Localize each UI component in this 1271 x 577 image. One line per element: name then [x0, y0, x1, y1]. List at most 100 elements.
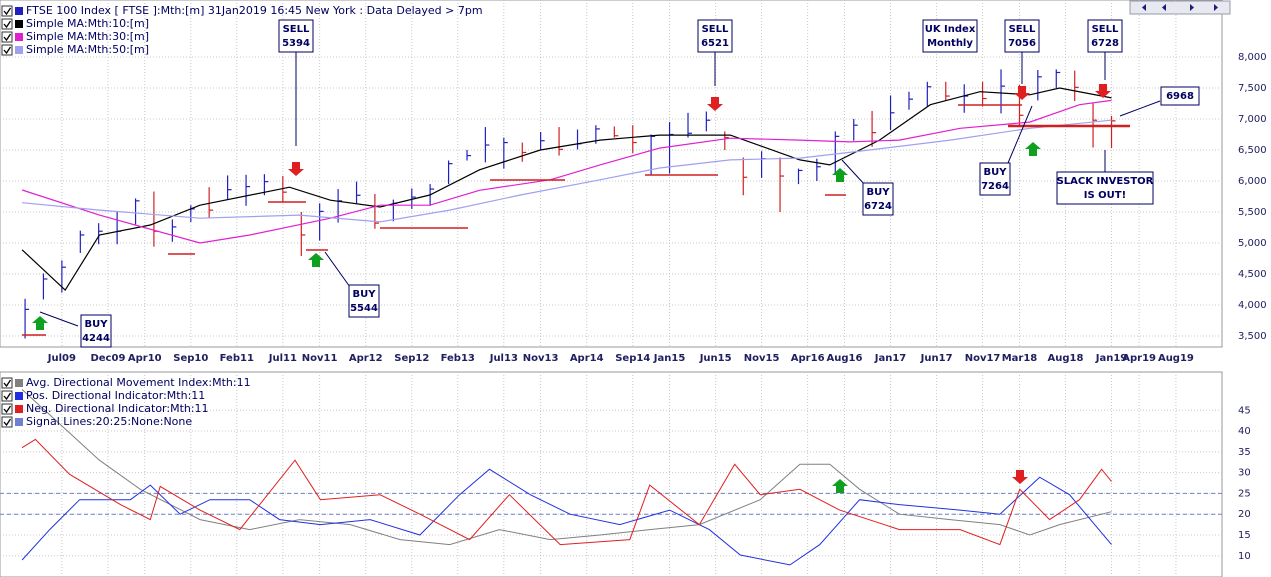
x-tick-label: Feb11 — [220, 353, 254, 364]
annotations: SELL 5394 BUY 4244 BUY 5544 SELL 6521 BUY 6724 UK … — [80, 19, 1200, 348]
legend-checkbox — [1, 5, 13, 17]
sell-arrow — [707, 97, 723, 111]
x-tick-label: Jan17 — [874, 353, 907, 364]
annotation-text: Monthly — [927, 38, 973, 49]
price-panel — [0, 0, 1223, 348]
legend-swatch — [15, 46, 23, 54]
x-tick-label: Nov15 — [744, 353, 780, 364]
y-tick-label: 3,500 — [1238, 331, 1267, 342]
legend-swatch — [15, 20, 23, 28]
x-tick-label: Jul11 — [268, 353, 297, 364]
buy-arrow — [32, 316, 48, 330]
ma-line — [22, 119, 1112, 223]
annotation-text: 7056 — [1008, 38, 1036, 49]
y-tick-label: 10 — [1238, 551, 1251, 562]
legend-label: Neg. Directional Indicator:Mth:11 — [26, 402, 209, 415]
legend-check — [3, 405, 12, 414]
y-tick-label: 45 — [1238, 405, 1251, 416]
annotation-box — [922, 19, 978, 53]
sell-arrow — [1012, 470, 1028, 484]
legend-checkbox — [1, 18, 13, 30]
nav-last[interactable] — [1214, 4, 1218, 11]
annotation-text: UK Index — [925, 24, 976, 35]
legend-checkbox — [1, 377, 13, 389]
annotation-text: 6728 — [1091, 38, 1119, 49]
x-tick-label: Aug16 — [826, 353, 862, 364]
annotation-text: SELL — [1092, 24, 1119, 35]
annotation-box — [1056, 171, 1154, 205]
annotation-text: 7264 — [981, 181, 1009, 192]
annotation-text: SELL — [1009, 24, 1036, 35]
nav-first[interactable] — [1142, 4, 1146, 11]
legend-label: Signal Lines:20:25:None:None — [26, 415, 192, 428]
nav-buttons — [1129, 0, 1231, 15]
x-tick-label: Apr12 — [349, 353, 383, 364]
annotation-text: SELL — [702, 24, 729, 35]
nav-prev[interactable] — [1162, 4, 1166, 11]
x-tick-label: Aug19 — [1158, 353, 1194, 364]
y-tick-label: 20 — [1238, 509, 1251, 520]
annotation-text: IS OUT! — [1084, 190, 1126, 201]
annotation-text: SLACK INVESTOR — [1057, 176, 1154, 187]
legend-check — [3, 20, 12, 29]
annotation-box — [348, 284, 380, 318]
y-tick-label: 8,000 — [1238, 52, 1267, 63]
legend-check — [3, 7, 12, 16]
annotation-text: SELL — [283, 24, 310, 35]
x-tick-label: Sep14 — [615, 353, 650, 364]
legend-label: Pos. Directional Indicator:Mth:11 — [26, 389, 205, 402]
annotation-text: 4244 — [82, 333, 110, 344]
indicator-lines — [0, 389, 1222, 566]
stop-lines — [22, 104, 1130, 336]
legend-check — [3, 379, 12, 388]
legend-label: FTSE 100 Index [ FTSE ]:Mth:[m] 31Jan201… — [26, 4, 483, 17]
indicator-line — [21, 468, 1112, 566]
legend-check — [3, 392, 12, 401]
sell-arrow — [288, 162, 304, 176]
buy-arrow — [1025, 142, 1041, 156]
x-tick-label: Jul09 — [47, 353, 76, 364]
x-tick-label: Sep12 — [394, 353, 429, 364]
legend-checkbox — [1, 390, 13, 402]
legend-swatch — [15, 379, 23, 387]
ma-line — [21, 99, 1112, 244]
x-tick-label: Mar18 — [1002, 353, 1038, 364]
y-tick-label: 15 — [1238, 530, 1251, 541]
legend-check — [3, 418, 12, 427]
annotation-box — [1004, 19, 1040, 53]
legend-swatch — [15, 33, 23, 41]
annotation-box — [979, 162, 1011, 196]
nav-bar — [1129, 0, 1231, 15]
legend-swatch — [15, 418, 23, 426]
legend-label: Simple MA:Mth:50:[m] — [26, 43, 149, 56]
x-tick-label: Apr10 — [128, 353, 162, 364]
y-tick-label: 6,000 — [1238, 176, 1267, 187]
legend-label: Avg. Directional Movement Index:Mth:11 — [26, 376, 251, 389]
x-tick-label: Apr14 — [570, 353, 604, 364]
annotation-box — [80, 314, 112, 348]
annotation-text: 6724 — [864, 201, 892, 212]
y-tick-label: 4,500 — [1238, 269, 1267, 280]
y-tick-label: 25 — [1238, 488, 1251, 499]
annotation-text: 6521 — [701, 38, 729, 49]
annotation-text: BUY — [85, 319, 109, 330]
nav-next[interactable] — [1190, 4, 1194, 11]
x-tick-label: Dec09 — [90, 353, 125, 364]
legend-checkbox — [1, 31, 13, 43]
annotation-box — [697, 19, 733, 53]
x-tick-label: Jul13 — [489, 353, 518, 364]
y-tick-label: 6,500 — [1238, 145, 1267, 156]
annotation-text: 6968 — [1166, 91, 1194, 102]
legend-check — [3, 46, 12, 55]
y-tick-label: 5,500 — [1238, 207, 1267, 218]
legend-swatch — [15, 405, 23, 413]
x-tick-label: Apr16 — [791, 353, 825, 364]
x-tick-label: Sep10 — [173, 353, 208, 364]
annotation-text: 5544 — [350, 303, 378, 314]
x-tick-label: Jan15 — [653, 353, 686, 364]
x-tick-label: Feb13 — [441, 353, 475, 364]
indicator-line — [21, 438, 1112, 546]
annotation-text: BUY — [867, 187, 891, 198]
x-tick-label: Aug18 — [1047, 353, 1083, 364]
x-tick-label: Jan19 — [1095, 353, 1128, 364]
